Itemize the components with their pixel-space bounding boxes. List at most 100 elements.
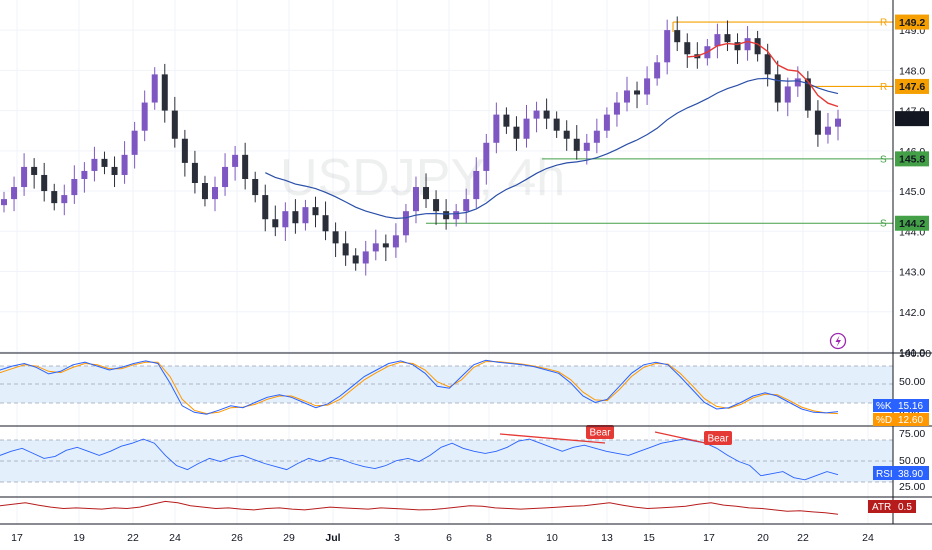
rsi-tick-0: 75.00 xyxy=(899,428,925,440)
candle-body-50 xyxy=(503,114,510,127)
date-tick-11: 13 xyxy=(601,532,613,544)
date-tick-3: 24 xyxy=(169,532,181,544)
stochastic-k-badge-value: 15.16 xyxy=(898,401,923,412)
candle-body-76 xyxy=(764,54,771,75)
level-badge-2-bg xyxy=(895,151,929,167)
candle-body-11 xyxy=(111,166,118,175)
candle-body-81 xyxy=(814,110,821,135)
price-tick-8: 141.0 xyxy=(899,347,925,359)
date-tick-2: 22 xyxy=(127,532,139,544)
candle-body-15 xyxy=(151,74,158,103)
candle-body-43 xyxy=(433,199,440,212)
candle-body-52 xyxy=(523,118,530,139)
candle-body-31 xyxy=(312,207,319,216)
divergence-line-1 xyxy=(499,433,606,444)
divergence-label-bg-1 xyxy=(704,431,732,445)
candle-body-56 xyxy=(563,130,570,139)
date-axis[interactable]: 17 19 22 24 26 29 Jul 3 6 8 10 13 15 17 20 22 24 xyxy=(11,532,874,544)
candle-body-82 xyxy=(824,126,831,135)
date-tick-9: 8 xyxy=(486,532,492,544)
price-tick-7: 142.0 xyxy=(899,307,925,319)
stochastic-k-badge-bg xyxy=(873,399,929,412)
candle-body-60 xyxy=(603,114,610,131)
level-badge-0-bg xyxy=(895,14,929,30)
candle-body-2 xyxy=(21,166,28,188)
candle-body-33 xyxy=(332,231,339,244)
candle-body-77 xyxy=(774,74,781,103)
candle-body-44 xyxy=(443,211,450,220)
stochastic-d-badge-value: 12.60 xyxy=(898,415,923,426)
candle-body-66 xyxy=(664,30,671,63)
candle-body-24 xyxy=(242,154,249,179)
candle-body-17 xyxy=(171,110,178,139)
divergence-line-2 xyxy=(654,431,711,445)
candle-body-48 xyxy=(483,142,490,171)
candle-body-6 xyxy=(61,195,68,204)
candle-body-38 xyxy=(382,243,389,248)
candle-body-7 xyxy=(71,178,78,196)
candle-body-79 xyxy=(794,78,801,87)
moving-averages xyxy=(265,40,839,220)
divergence-label-0: Bear xyxy=(589,428,611,439)
grid xyxy=(0,0,893,524)
date-tick-14: 20 xyxy=(757,532,769,544)
candle-body-53 xyxy=(533,110,540,119)
level-badge-0: 149.2 xyxy=(899,17,925,29)
candle-body-23 xyxy=(232,154,239,167)
candle-body-4 xyxy=(41,174,48,192)
candle-body-10 xyxy=(101,158,108,167)
candle-body-67 xyxy=(674,30,681,43)
symbol-watermark: USDJPY, 4h xyxy=(280,149,565,207)
oscillator-bands xyxy=(0,365,893,483)
candle-body-74 xyxy=(744,38,751,51)
atr-badge-label: ATR xyxy=(872,502,891,513)
price-axis[interactable]: 149.0148.0147.0146.0145.0144.0143.0142.0… xyxy=(899,25,931,493)
candle-body-12 xyxy=(121,154,128,175)
stochastic-d-line xyxy=(0,361,839,415)
candle-body-73 xyxy=(734,42,741,51)
candle-body-8 xyxy=(81,170,88,179)
candle-body-49 xyxy=(493,114,500,143)
candle-body-26 xyxy=(262,195,269,220)
candle-body-72 xyxy=(724,34,731,43)
candle-body-13 xyxy=(131,130,138,155)
candle-body-78 xyxy=(784,86,791,103)
candle-body-0 xyxy=(1,199,7,206)
level-badge-1-bg xyxy=(895,78,929,94)
candle-body-64 xyxy=(644,78,651,95)
candle-body-16 xyxy=(161,74,168,111)
date-tick-12: 15 xyxy=(643,532,655,544)
stochastic-d-badge-bg xyxy=(873,413,929,426)
candle-body-54 xyxy=(543,110,550,119)
date-tick-10: 10 xyxy=(546,532,558,544)
candle-body-30 xyxy=(302,207,309,224)
candle-body-36 xyxy=(362,251,369,264)
axis-badges: 149.2 147.6 145.8 144.2 146.8 %K 15.16 %D 12.60 R… xyxy=(868,14,929,513)
candle-body-55 xyxy=(553,118,560,131)
rsi-badge-label: RSI xyxy=(876,469,893,480)
candle-body-58 xyxy=(583,142,590,151)
level-badge-3-bg xyxy=(895,215,929,231)
stochastic-k-line xyxy=(0,359,839,415)
candle-body-28 xyxy=(282,211,289,228)
date-tick-6: Jul xyxy=(325,532,340,544)
rsi-badge-bg xyxy=(873,466,929,480)
level-tag-1: R xyxy=(880,82,887,93)
candle-body-32 xyxy=(322,215,329,232)
rsi-tick-1: 50.00 xyxy=(899,455,925,467)
candle-body-14 xyxy=(141,102,148,131)
candle-body-42 xyxy=(423,187,430,200)
date-tick-5: 29 xyxy=(283,532,295,544)
stochastic-band xyxy=(0,366,893,403)
lightning-icon[interactable] xyxy=(829,332,847,350)
candle-body-27 xyxy=(272,219,279,228)
date-tick-8: 6 xyxy=(446,532,452,544)
rsi-tick-2: 25.00 xyxy=(899,481,925,493)
oscillators: Bear Bear xyxy=(0,359,839,515)
candle-body-47 xyxy=(473,170,480,200)
candle-body-41 xyxy=(412,187,419,212)
stochastic-k-badge-label: %K xyxy=(876,401,892,412)
atr-badge-bg xyxy=(868,500,916,513)
atr-line xyxy=(0,500,839,515)
